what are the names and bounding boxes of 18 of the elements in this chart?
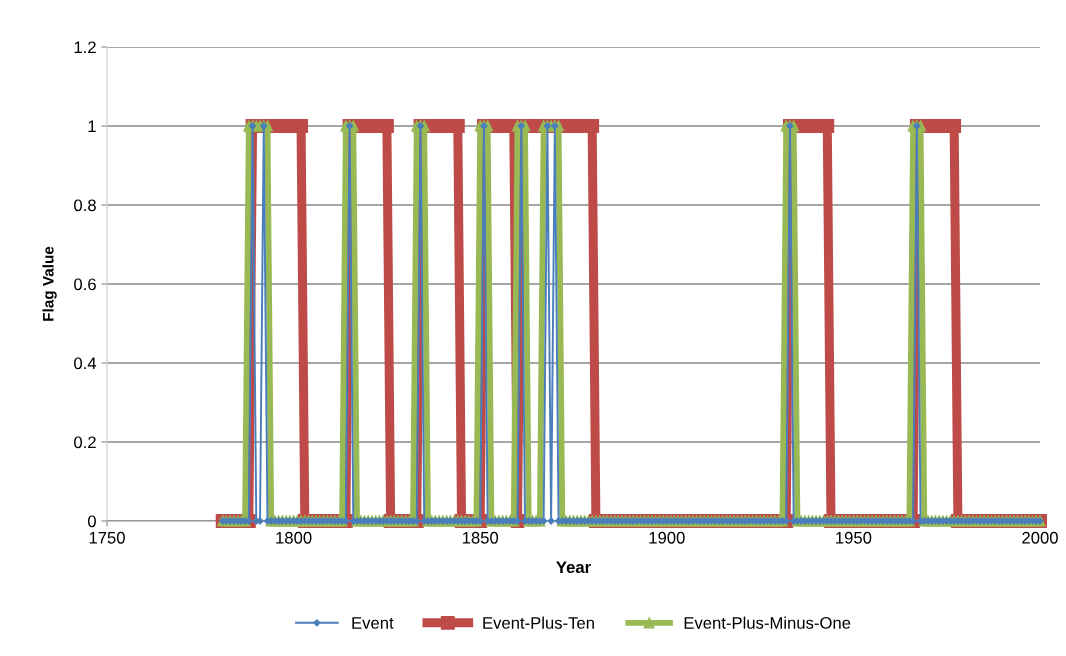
x-tick-label: 1750	[89, 531, 125, 544]
y-axis-title: Flag Value	[42, 246, 57, 321]
y-tick-label: 1	[88, 120, 96, 133]
x-tick-label: 1950	[836, 531, 872, 544]
legend-label: Event-Plus-Ten	[483, 616, 594, 629]
y-tick-label: 0.8	[74, 199, 96, 212]
y-tick-label: 0.4	[74, 357, 97, 370]
x-tick-label: 2000	[1022, 531, 1058, 544]
x-tick-label: 1900	[649, 531, 685, 544]
y-tick-label: 0	[87, 515, 96, 528]
x-tick-label: 1850	[462, 531, 499, 544]
x-axis-title: Year	[556, 561, 591, 574]
legend-label: Event-Plus-Minus-One	[684, 616, 851, 629]
y-tick-label: 0.6	[74, 278, 96, 291]
x-tick-label: 1800	[276, 531, 312, 544]
y-tick-label: 1.2	[74, 41, 96, 54]
y-tick-label: 0.2	[74, 436, 96, 449]
legend-label: Event	[352, 617, 394, 629]
